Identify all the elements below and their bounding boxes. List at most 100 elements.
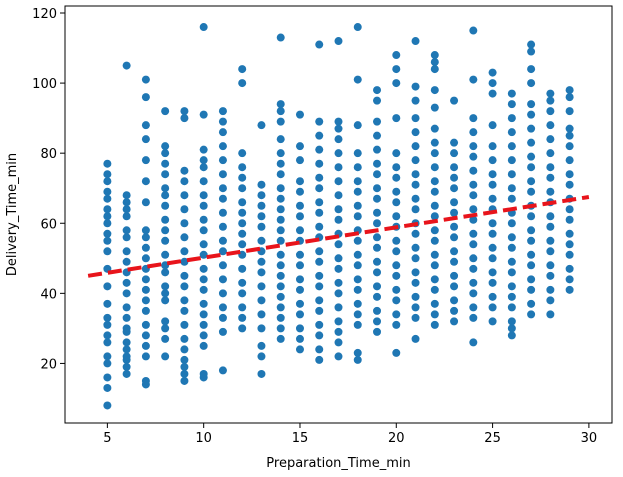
data-point: [469, 215, 478, 224]
data-point: [295, 261, 304, 270]
data-point: [141, 285, 150, 294]
data-point: [373, 243, 382, 252]
data-point: [488, 68, 497, 77]
data-point: [488, 268, 497, 277]
data-point: [546, 163, 555, 172]
data-point: [469, 289, 478, 298]
data-point: [334, 163, 343, 172]
data-point: [373, 170, 382, 179]
data-point: [565, 170, 574, 179]
data-point: [469, 264, 478, 273]
data-point: [103, 205, 112, 214]
data-point: [122, 257, 131, 266]
data-point: [469, 338, 478, 347]
data-point: [450, 96, 459, 105]
data-point: [507, 282, 516, 291]
data-point: [334, 117, 343, 126]
data-point: [161, 317, 170, 326]
x-axis-label: Preparation_Time_min: [266, 456, 410, 471]
data-point: [122, 191, 131, 200]
data-point: [122, 313, 131, 322]
data-point: [103, 352, 112, 361]
data-point: [141, 233, 150, 242]
data-point: [257, 236, 266, 245]
y-tick-label: 120: [32, 7, 57, 22]
data-point: [276, 149, 285, 158]
data-point: [257, 268, 266, 277]
data-point: [180, 355, 189, 364]
data-point: [373, 184, 382, 193]
data-point: [411, 180, 420, 189]
data-point: [315, 222, 324, 231]
data-point: [411, 194, 420, 203]
data-point: [141, 243, 150, 252]
data-point: [315, 145, 324, 154]
data-point: [507, 268, 516, 277]
data-point: [122, 198, 131, 207]
data-point: [411, 254, 420, 263]
data-point: [103, 282, 112, 291]
data-point: [373, 86, 382, 95]
data-point: [450, 233, 459, 242]
data-point: [546, 96, 555, 105]
data-point: [218, 222, 227, 231]
data-point: [180, 233, 189, 242]
data-point: [353, 23, 362, 32]
data-point: [373, 306, 382, 315]
data-point: [411, 205, 420, 214]
data-point: [315, 271, 324, 280]
data-point: [430, 124, 439, 133]
data-point: [469, 114, 478, 123]
data-point: [430, 149, 439, 158]
data-point: [334, 289, 343, 298]
data-point: [334, 124, 343, 133]
data-point: [334, 37, 343, 46]
data-point: [450, 257, 459, 266]
data-point: [103, 247, 112, 256]
data-point: [218, 142, 227, 151]
data-point: [334, 264, 343, 273]
data-point: [122, 289, 131, 298]
data-point: [392, 79, 401, 88]
data-point: [161, 296, 170, 305]
data-point: [353, 121, 362, 130]
data-point: [488, 89, 497, 98]
data-point: [315, 159, 324, 168]
data-point: [353, 177, 362, 186]
data-point: [257, 222, 266, 231]
data-point: [373, 194, 382, 203]
data-point: [238, 163, 247, 172]
data-point: [488, 278, 497, 287]
data-point: [276, 226, 285, 235]
data-point: [180, 257, 189, 266]
x-tick-label: 5: [103, 431, 111, 446]
data-point: [199, 110, 208, 119]
data-point: [411, 170, 420, 179]
data-point: [392, 261, 401, 270]
data-point: [430, 212, 439, 221]
data-point: [430, 138, 439, 147]
data-point: [488, 79, 497, 88]
data-point: [122, 233, 131, 242]
y-tick-label: 80: [40, 147, 57, 162]
data-point: [507, 292, 516, 301]
data-point: [373, 257, 382, 266]
data-point: [180, 177, 189, 186]
data-point: [488, 243, 497, 252]
data-point: [507, 233, 516, 242]
data-point: [218, 194, 227, 203]
x-tick-label: 25: [484, 431, 501, 446]
data-point: [353, 236, 362, 245]
data-point: [141, 296, 150, 305]
data-point: [276, 215, 285, 224]
data-point: [411, 37, 420, 46]
data-point: [430, 320, 439, 329]
data-point: [218, 275, 227, 284]
data-point: [122, 247, 131, 256]
data-point: [315, 40, 324, 49]
data-point: [180, 205, 189, 214]
data-point: [430, 261, 439, 270]
data-point: [488, 219, 497, 228]
data-point: [295, 201, 304, 210]
data-point: [218, 327, 227, 336]
